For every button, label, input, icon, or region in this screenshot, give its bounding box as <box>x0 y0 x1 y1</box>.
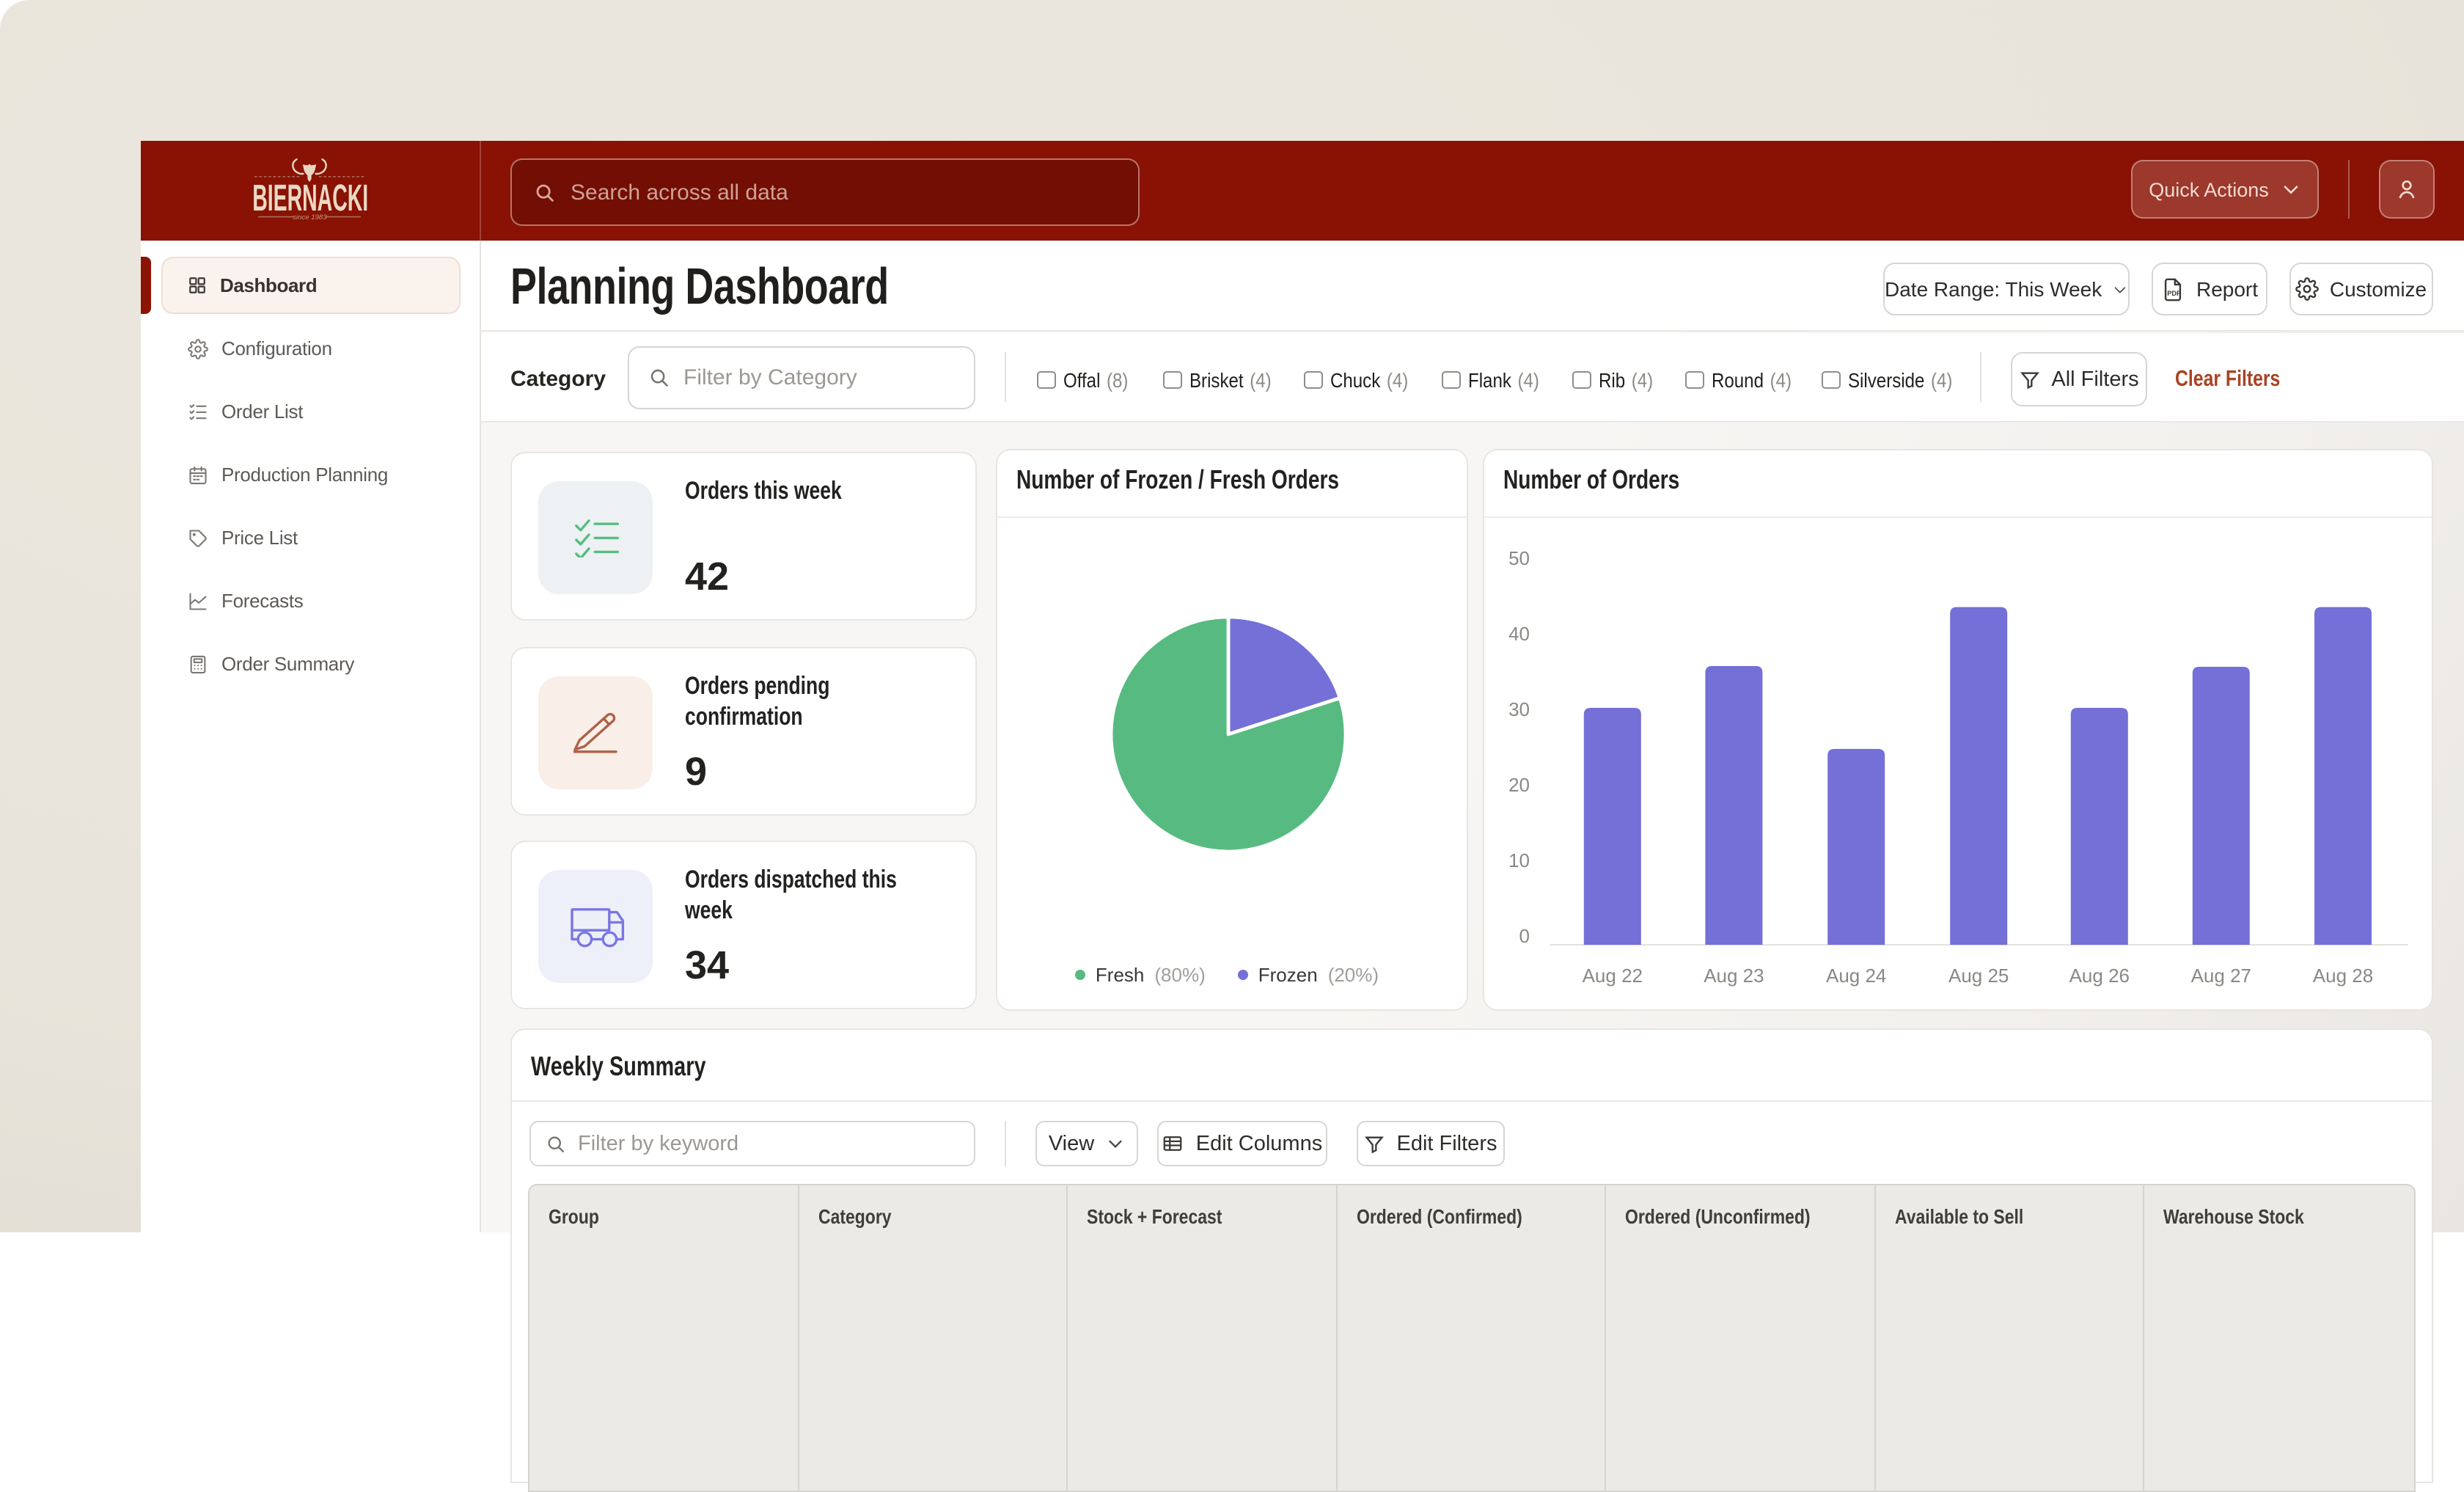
svg-text:Aug 27: Aug 27 <box>2191 965 2251 987</box>
svg-text:Aug 28: Aug 28 <box>2313 965 2373 987</box>
svg-text:40: 40 <box>1508 623 1530 645</box>
svg-text:Aug 26: Aug 26 <box>2069 965 2130 987</box>
svg-text:PDF: PDF <box>2168 289 2182 296</box>
svg-text:Aug 23: Aug 23 <box>1704 965 1764 987</box>
svg-text:since 1983: since 1983 <box>293 213 327 222</box>
svg-text:50: 50 <box>1508 547 1530 569</box>
svg-text:30: 30 <box>1508 698 1530 720</box>
svg-text:20: 20 <box>1508 774 1530 796</box>
svg-text:10: 10 <box>1508 849 1530 871</box>
svg-text:Aug 22: Aug 22 <box>1583 965 1643 987</box>
svg-text:Aug 25: Aug 25 <box>1948 965 2009 987</box>
svg-text:0: 0 <box>1519 925 1530 947</box>
svg-text:BIERNACKI: BIERNACKI <box>252 177 368 219</box>
svg-text:Aug 24: Aug 24 <box>1826 965 1886 987</box>
